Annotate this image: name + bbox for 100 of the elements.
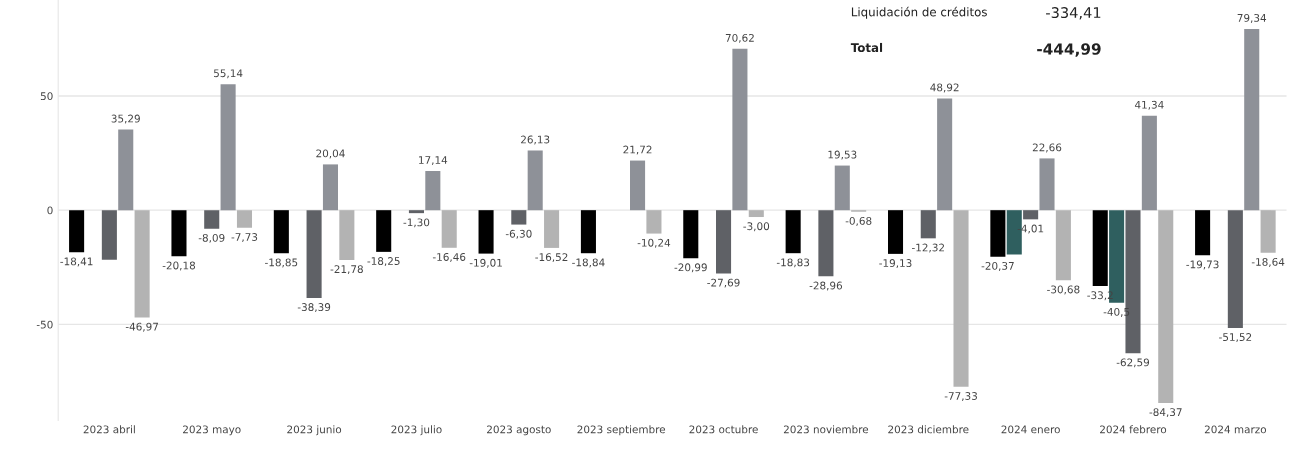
data-label: -18,84 — [572, 258, 605, 268]
data-label: -18,25 — [367, 257, 400, 267]
x-tick-label: 2023 abril — [83, 425, 135, 434]
data-label: -19,01 — [469, 258, 502, 268]
bar — [273, 210, 289, 254]
data-label: -7,73 — [231, 233, 258, 243]
x-tick-label: 2023 junio — [287, 425, 342, 436]
data-label: -20,37 — [981, 261, 1014, 271]
bar — [236, 210, 253, 228]
bar — [134, 210, 150, 318]
bar — [1158, 210, 1174, 403]
bar — [220, 84, 236, 211]
data-label: 79,34 — [1237, 13, 1267, 23]
bar — [937, 98, 953, 211]
bar — [1039, 158, 1055, 211]
data-label: 55,14 — [214, 69, 243, 79]
bar — [1055, 210, 1071, 281]
x-tick-label: 2023 mayo — [183, 425, 241, 436]
data-label: 26,13 — [521, 135, 550, 145]
bar — [425, 171, 441, 211]
x-tick-label: 2023 julio — [391, 425, 442, 436]
bar — [646, 210, 662, 234]
data-label: -18,83 — [776, 258, 810, 268]
data-label: -20,99 — [674, 263, 707, 273]
data-label: 22,66 — [1032, 143, 1062, 153]
data-label: -84,37 — [1149, 408, 1182, 418]
data-label: 20,04 — [316, 149, 345, 159]
bar — [101, 210, 117, 260]
data-label: -3,00 — [743, 222, 770, 232]
x-tick-label: 2024 marzo — [1204, 425, 1267, 434]
data-label: 41,34 — [1134, 100, 1164, 110]
data-label: -28,96 — [809, 281, 843, 291]
data-label: -16,46 — [432, 253, 466, 262]
bar — [322, 164, 338, 211]
data-label: -18,41 — [60, 257, 93, 267]
bar — [716, 210, 732, 274]
bar — [990, 210, 1006, 257]
x-tick-label: 2023 diciembre — [888, 425, 969, 434]
annotation: -334,41 — [1046, 7, 1101, 20]
bar — [408, 210, 424, 214]
data-label: 19,53 — [828, 150, 857, 160]
bar — [1195, 210, 1211, 256]
bar — [171, 210, 187, 257]
bar — [204, 210, 220, 229]
data-label: -77,33 — [944, 392, 977, 402]
bar — [1227, 210, 1243, 328]
bar — [580, 210, 596, 254]
data-label: 35,29 — [111, 114, 140, 124]
bar — [1141, 115, 1157, 211]
data-label: -19,13 — [879, 259, 912, 269]
data-label: -51,52 — [1219, 333, 1252, 343]
data-label: 70,62 — [725, 33, 754, 43]
bar — [785, 210, 801, 254]
x-tick-label: 2023 septiembre — [577, 425, 666, 436]
x-tick-label: 2023 agosto — [487, 425, 551, 436]
annotation: Liquidación de créditos — [851, 6, 987, 19]
bar — [630, 160, 646, 211]
bar — [834, 165, 850, 211]
data-label: -62,59 — [1116, 358, 1150, 368]
data-label: -46,97 — [125, 322, 159, 332]
bar — [527, 150, 543, 211]
data-label: 17,14 — [419, 156, 448, 166]
annotation: -444,99 — [1037, 43, 1101, 57]
bar — [732, 48, 748, 211]
y-tick-label: 0 — [47, 206, 53, 215]
data-label: -0,68 — [845, 216, 872, 226]
x-tick-label: 2024 febrero — [1100, 425, 1167, 434]
bar — [376, 210, 392, 252]
bar — [478, 210, 494, 254]
bar — [887, 210, 904, 254]
data-label: -12,32 — [911, 243, 945, 253]
bar — [953, 210, 969, 387]
data-label: -27,69 — [707, 278, 740, 288]
bar — [818, 210, 834, 277]
bar — [920, 210, 936, 239]
x-tick-label: 2024 enero — [1001, 425, 1060, 434]
bar — [441, 210, 457, 248]
bar — [1260, 210, 1276, 253]
bar — [339, 210, 355, 260]
bar — [544, 210, 560, 248]
data-label: -20,18 — [162, 261, 196, 271]
bar — [511, 210, 527, 225]
data-label: 21,72 — [623, 145, 652, 155]
data-label: -1,30 — [403, 218, 430, 228]
data-label: -8,09 — [198, 233, 225, 243]
x-tick-label: 2023 noviembre — [783, 425, 869, 434]
data-label: -21,78 — [330, 265, 363, 275]
data-label: -18,85 — [265, 258, 298, 268]
bar — [683, 210, 699, 259]
bar — [1244, 28, 1260, 211]
data-label: -18,64 — [1251, 257, 1285, 267]
data-label: 48,92 — [930, 83, 959, 93]
bar — [69, 210, 85, 253]
bar — [1023, 210, 1039, 220]
bar — [748, 210, 764, 218]
data-label: -19,73 — [1186, 260, 1219, 270]
y-tick-label: 50 — [40, 92, 53, 101]
bar — [118, 129, 134, 211]
bar — [1092, 210, 1108, 287]
data-label: -30,68 — [1047, 285, 1080, 295]
